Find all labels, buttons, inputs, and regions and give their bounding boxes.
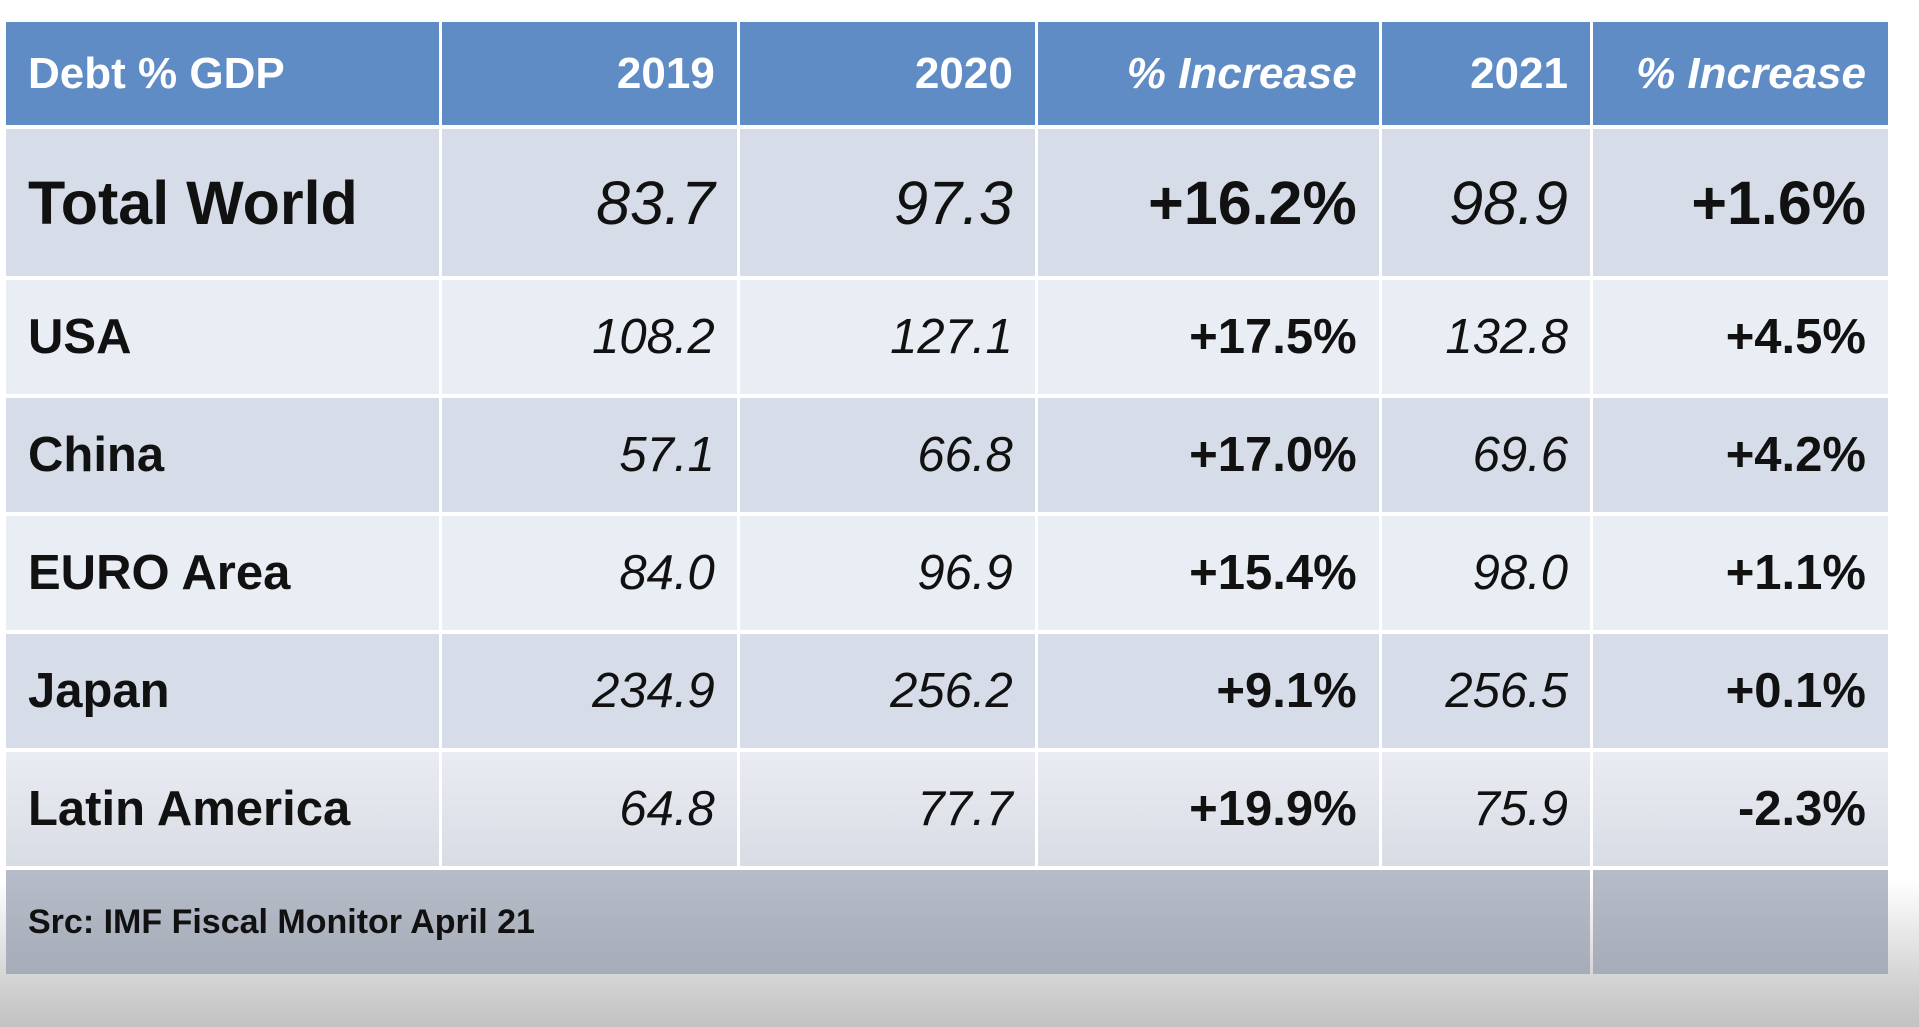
cell-value-2020: 66.8 <box>739 398 1035 512</box>
cell-value-2019: 83.7 <box>441 129 737 276</box>
cell-increase-2020: +17.0% <box>1037 398 1379 512</box>
cell-value-2020: 77.7 <box>739 752 1035 866</box>
cell-value-2019: 84.0 <box>441 516 737 630</box>
cell-label: Japan <box>6 634 439 748</box>
header-2019: 2019 <box>441 22 737 125</box>
cell-value-2021: 256.5 <box>1381 634 1590 748</box>
cell-increase-2020: +15.4% <box>1037 516 1379 630</box>
cell-increase-2020: +16.2% <box>1037 129 1379 276</box>
cell-value-2019: 108.2 <box>441 280 737 394</box>
cell-value-2021: 132.8 <box>1381 280 1590 394</box>
cell-value-2020: 127.1 <box>739 280 1035 394</box>
table-row: Latin America 64.8 77.7 +19.9% 75.9 -2.3% <box>6 752 1888 866</box>
cell-value-2020: 97.3 <box>739 129 1035 276</box>
table-row: China 57.1 66.8 +17.0% 69.6 +4.2% <box>6 398 1888 512</box>
cell-increase-2021: +4.5% <box>1592 280 1888 394</box>
table-row: USA 108.2 127.1 +17.5% 132.8 +4.5% <box>6 280 1888 394</box>
cell-label: USA <box>6 280 439 394</box>
cell-value-2019: 64.8 <box>441 752 737 866</box>
cell-increase-2020: +9.1% <box>1037 634 1379 748</box>
source-row: Src: IMF Fiscal Monitor April 21 <box>6 870 1888 974</box>
header-label: Debt % GDP <box>6 22 439 125</box>
table-row: Japan 234.9 256.2 +9.1% 256.5 +0.1% <box>6 634 1888 748</box>
cell-value-2021: 69.6 <box>1381 398 1590 512</box>
source-empty-cell <box>1592 870 1888 974</box>
cell-label: Latin America <box>6 752 439 866</box>
cell-value-2019: 234.9 <box>441 634 737 748</box>
cell-value-2021: 75.9 <box>1381 752 1590 866</box>
cell-value-2021: 98.9 <box>1381 129 1590 276</box>
cell-label: Total World <box>6 129 439 276</box>
header-2021: 2021 <box>1381 22 1590 125</box>
cell-value-2019: 57.1 <box>441 398 737 512</box>
cell-label: EURO Area <box>6 516 439 630</box>
cell-increase-2020: +19.9% <box>1037 752 1379 866</box>
cell-increase-2021: -2.3% <box>1592 752 1888 866</box>
header-row: Debt % GDP 2019 2020 % Increase 2021 % I… <box>6 22 1888 125</box>
cell-increase-2021: +0.1% <box>1592 634 1888 748</box>
header-2020: 2020 <box>739 22 1035 125</box>
cell-value-2021: 98.0 <box>1381 516 1590 630</box>
source-note: Src: IMF Fiscal Monitor April 21 <box>6 870 1590 974</box>
debt-gdp-table: Debt % GDP 2019 2020 % Increase 2021 % I… <box>3 18 1891 978</box>
cell-value-2020: 96.9 <box>739 516 1035 630</box>
cell-label: China <box>6 398 439 512</box>
cell-increase-2021: +1.6% <box>1592 129 1888 276</box>
header-increase-2021: % Increase <box>1592 22 1888 125</box>
cell-value-2020: 256.2 <box>739 634 1035 748</box>
table-row: EURO Area 84.0 96.9 +15.4% 98.0 +1.1% <box>6 516 1888 630</box>
cell-increase-2020: +17.5% <box>1037 280 1379 394</box>
cell-increase-2021: +4.2% <box>1592 398 1888 512</box>
table-row: Total World 83.7 97.3 +16.2% 98.9 +1.6% <box>6 129 1888 276</box>
header-increase-2020: % Increase <box>1037 22 1379 125</box>
cell-increase-2021: +1.1% <box>1592 516 1888 630</box>
